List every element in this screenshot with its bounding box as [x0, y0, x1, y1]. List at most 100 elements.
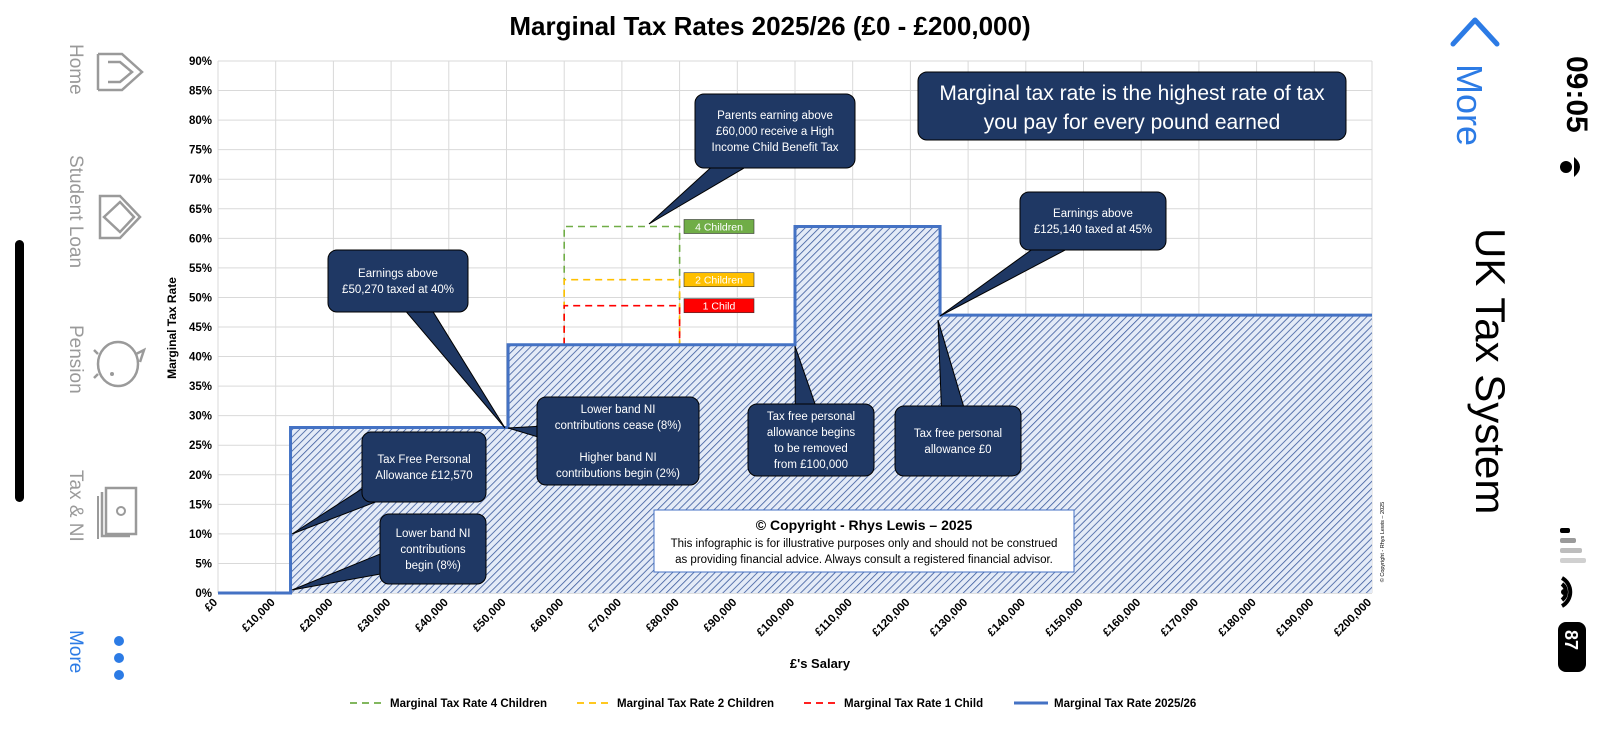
- callout-line: £60,000 receive a High: [716, 126, 834, 138]
- legend-label: Marginal Tax Rate 1 Child: [844, 698, 983, 710]
- callout: Tax free personal allowance begins to be r…: [747, 345, 875, 477]
- callout-line: Earnings above: [1053, 208, 1133, 220]
- child-labels: 4 Children 2 Children 1 Child: [683, 219, 755, 314]
- callout-line: allowance begins: [767, 427, 855, 439]
- y-tick-label: 10%: [189, 529, 212, 541]
- definition-box: Marginal tax rate is the highest rate of…: [917, 71, 1347, 141]
- tab-student-loan-label: Student Loan: [65, 155, 86, 269]
- callout-line: Tax Free Personal: [377, 454, 470, 466]
- callout-line: £125,140 taxed at 45%: [1034, 224, 1152, 236]
- y-tick-label: 75%: [189, 145, 212, 157]
- chart-legend: Marginal Tax Rate 4 Children Marginal Tax…: [350, 698, 1196, 710]
- y-tick-label: 50%: [189, 292, 212, 304]
- legend-item: Marginal Tax Rate 4 Children: [350, 698, 547, 710]
- callout-box: [361, 431, 487, 503]
- more-link: More: [1449, 64, 1490, 147]
- more-dots-icon: [114, 636, 124, 680]
- status-panel: More UK Tax System 09:05 87: [1410, 0, 1600, 739]
- x-tick-label: £190,000: [1274, 597, 1316, 639]
- piggy-bank-icon: [93, 340, 146, 388]
- callout-box: [327, 249, 469, 313]
- tab-home-label: Home: [65, 44, 86, 95]
- child-label-badge: [683, 219, 755, 234]
- callout: Earnings above £125,140 taxed at 45%: [939, 191, 1167, 317]
- series-line-3: [218, 225, 1372, 595]
- callout-line: from £100,000: [774, 459, 848, 471]
- x-axis-ticks: £0 £10,000 £20,000 £30,000 £40,000 £50,000 £60…: [203, 597, 1375, 639]
- y-axis-label: Marginal Tax Rate: [165, 277, 179, 379]
- callout-line: contributions begin (2%): [556, 468, 680, 480]
- x-tick-label: £110,000: [813, 597, 855, 639]
- home-indicator: [15, 240, 24, 502]
- copyright-line: as providing financial advice. Always co…: [675, 554, 1053, 566]
- x-tick-label: £120,000: [870, 597, 912, 639]
- callout-box: [894, 405, 1022, 477]
- marginal-tax-chart: Marginal Tax Rates 2025/26 (£0 - £200,00…: [165, 11, 1386, 710]
- y-tick-label: 20%: [189, 470, 212, 482]
- callout-line: Parents earning above: [717, 110, 833, 122]
- y-tick-label: 85%: [189, 86, 212, 98]
- callout: Lower band NI contributions cease (8%) Hig…: [507, 396, 700, 486]
- x-tick-label: £90,000: [702, 597, 740, 635]
- child-label-text: 2 Children: [695, 275, 743, 287]
- home-icon: [96, 52, 144, 92]
- callout-line: Lower band NI: [581, 404, 656, 416]
- y-tick-label: 45%: [189, 322, 212, 334]
- copyright-box-bg: [653, 509, 1075, 573]
- legend-item: Marginal Tax Rate 2 Children: [577, 698, 774, 710]
- callout-line: Higher band NI: [579, 452, 656, 464]
- person-icon: [1560, 157, 1580, 177]
- x-tick-label: £200,000: [1332, 597, 1374, 639]
- copyright-line: This infographic is for illustrative pur…: [671, 538, 1058, 550]
- y-tick-label: 15%: [189, 499, 212, 511]
- definition-line: you pay for every pound earned: [984, 111, 1281, 134]
- callout-line: allowance £0: [924, 444, 991, 456]
- callout: Earnings above £50,270 taxed at 40%: [327, 249, 506, 429]
- callout: Lower band NI contributions begin (8%): [291, 513, 487, 591]
- legend-label: Marginal Tax Rate 2025/26: [1054, 698, 1196, 710]
- battery-level: 87: [1561, 630, 1581, 651]
- chevron-up-icon: [1450, 17, 1500, 47]
- child-label-text: 1 Child: [703, 301, 736, 313]
- y-tick-label: 5%: [195, 558, 212, 570]
- tab-pension-label: Pension: [65, 325, 86, 394]
- child-label-badge: [683, 272, 755, 288]
- copyright-box: © Copyright - Rhys Lewis – 2025 This info…: [653, 509, 1075, 573]
- banknotes-icon: [97, 486, 138, 539]
- callout: Tax Free Personal Allowance £12,570: [291, 431, 487, 535]
- callout-line: £50,270 taxed at 40%: [342, 284, 454, 296]
- callout-box: [379, 513, 487, 585]
- y-tick-label: 35%: [189, 381, 212, 393]
- x-tick-label: £30,000: [355, 597, 393, 635]
- page-title: UK Tax System: [1467, 228, 1514, 515]
- copyright-title: © Copyright - Rhys Lewis – 2025: [756, 517, 973, 533]
- x-tick-label: £10,000: [240, 597, 278, 635]
- y-tick-label: 60%: [189, 233, 212, 245]
- legend-label: Marginal Tax Rate 2 Children: [617, 698, 774, 710]
- y-tick-label: 90%: [189, 56, 212, 68]
- y-tick-label: 0%: [195, 588, 212, 600]
- x-tick-label: £100,000: [755, 597, 797, 639]
- y-tick-label: 30%: [189, 411, 212, 423]
- graduation-cap-icon: [98, 194, 142, 240]
- wifi-icon: [1560, 576, 1573, 608]
- legend-item: Marginal Tax Rate 1 Child: [804, 698, 983, 710]
- callout: Tax free personal allowance £0: [894, 319, 1022, 477]
- callout-box: [536, 396, 700, 486]
- callout-box: [694, 93, 856, 169]
- info-boxes: Marginal tax rate is the highest rate of…: [653, 71, 1347, 573]
- y-tick-label: 55%: [189, 263, 212, 275]
- chart-title: Marginal Tax Rates 2025/26 (£0 - £200,00…: [509, 11, 1030, 41]
- definition-box-bg: [917, 71, 1347, 141]
- x-tick-label: £50,000: [471, 597, 509, 635]
- y-tick-label: 80%: [189, 115, 212, 127]
- annotations: Parents earning above £60,000 receive a H…: [291, 93, 1167, 591]
- child-label-badge: [683, 298, 755, 314]
- series-line-2: [563, 304, 681, 345]
- legend-item: Marginal Tax Rate 2025/26: [1014, 698, 1196, 710]
- callout-line: contributions: [400, 544, 465, 556]
- callout-line: to be removed: [774, 443, 848, 455]
- callout-box: [747, 403, 875, 477]
- chart-series: [218, 225, 1372, 595]
- callout-line: Allowance £12,570: [375, 470, 472, 482]
